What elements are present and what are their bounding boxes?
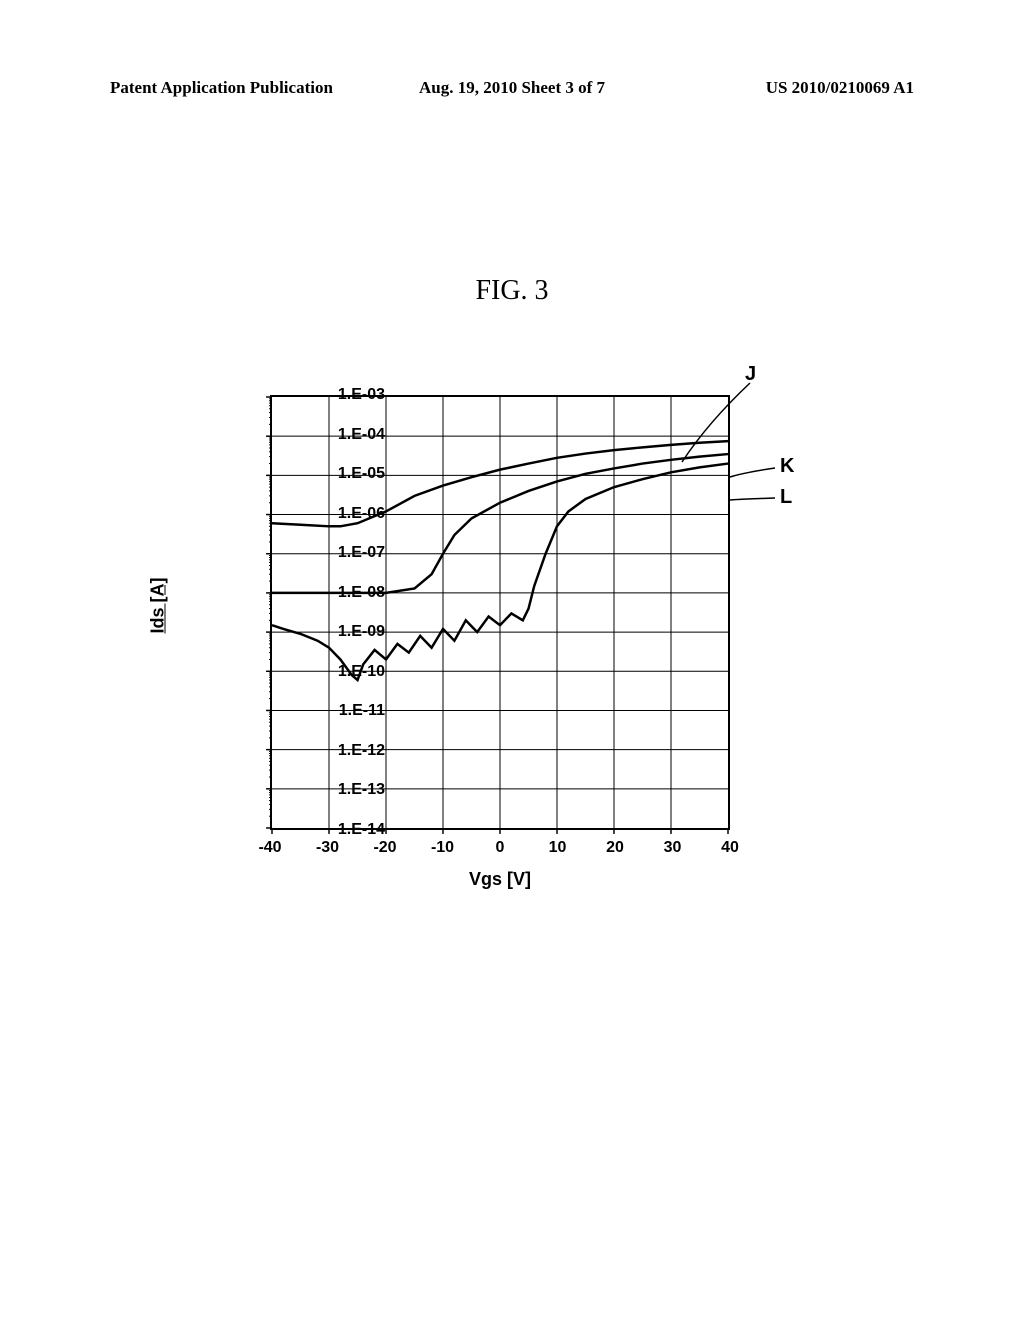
chart-container: 1.E-031.E-041.E-051.E-061.E-071.E-081.E-…	[140, 355, 860, 915]
header-publication-type: Patent Application Publication	[110, 78, 378, 98]
header-date-sheet: Aug. 19, 2010 Sheet 3 of 7	[378, 78, 646, 98]
page-header: Patent Application Publication Aug. 19, …	[0, 78, 1024, 98]
figure-title: FIG. 3	[0, 275, 1024, 307]
leader-lines	[140, 355, 860, 915]
header-publication-number: US 2010/0210069 A1	[646, 78, 914, 98]
